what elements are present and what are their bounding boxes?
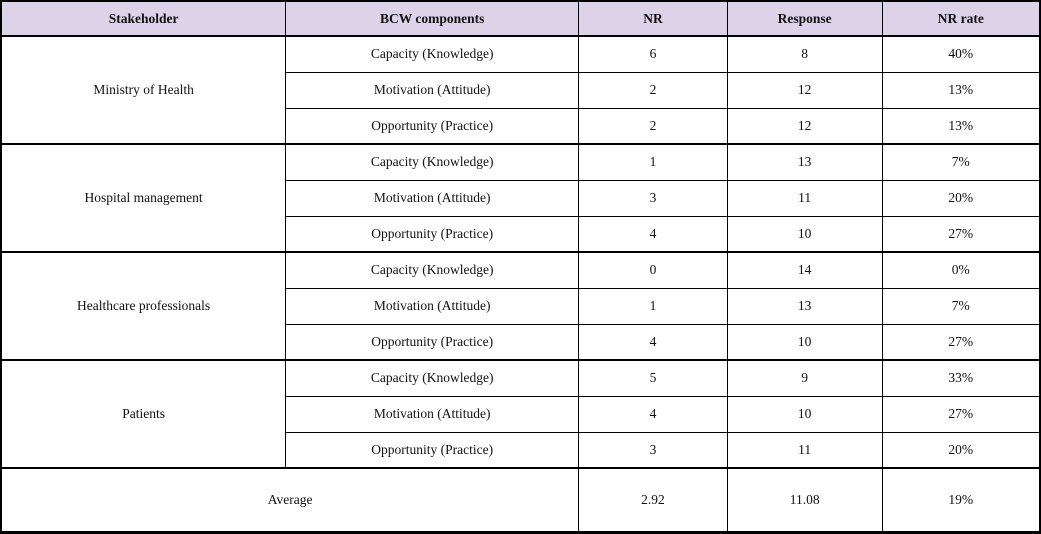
table-row: Opportunity (Practice) 2 12 13% — [1, 107, 1041, 145]
table-row: Healthcare professionals Capacity (Knowle… — [0, 251, 1041, 361]
nr-rate-cell: 7% — [881, 287, 1041, 325]
response-cell: 13 — [726, 287, 883, 325]
table-row: Opportunity (Practice) 4 10 27% — [1, 215, 1041, 253]
nr-rate-cell: 0% — [881, 251, 1041, 289]
bcw-component-cell: Capacity (Knowledge) — [285, 359, 580, 397]
nr-cell: 1 — [578, 287, 728, 325]
nr-cell: 0 — [578, 251, 728, 289]
table-body: Ministry of Health Capacity (Knowledge) 6 8… — [0, 35, 1041, 534]
response-cell: 10 — [726, 323, 883, 361]
nr-cell: 2 — [578, 71, 728, 109]
table-row: Hospital management Capacity (Knowledge) 1… — [0, 143, 1041, 253]
nr-rate-cell: 7% — [881, 143, 1041, 181]
average-nr-rate-cell: 19% — [881, 467, 1041, 534]
nr-rate-cell: 20% — [881, 431, 1041, 469]
bcw-component-cell: Capacity (Knowledge) — [285, 143, 580, 181]
table-header: Stakeholder BCW components NR Response N… — [0, 0, 1041, 37]
table-row: Motivation (Attitude) 4 10 27% — [1, 395, 1041, 433]
nr-rate-cell: 33% — [881, 359, 1041, 397]
response-cell: 11 — [726, 431, 883, 469]
bcw-component-cell: Opportunity (Practice) — [285, 431, 580, 469]
table-row: Ministry of Health Capacity (Knowledge) 6 8… — [0, 35, 1041, 145]
bcw-component-cell: Opportunity (Practice) — [285, 323, 580, 361]
column-header-bcw-components: BCW components — [285, 0, 580, 37]
nr-rate-cell: 20% — [881, 179, 1041, 217]
nr-cell: 5 — [578, 359, 728, 397]
bcw-component-cell: Capacity (Knowledge) — [285, 251, 580, 289]
response-cell: 11 — [726, 179, 883, 217]
nr-cell: 4 — [578, 215, 728, 253]
nr-rate-cell: 13% — [881, 107, 1041, 145]
nr-rate-cell: 27% — [881, 395, 1041, 433]
table-row: Motivation (Attitude) 1 13 7% — [1, 287, 1041, 325]
stakeholder-cell: Patients — [0, 359, 287, 469]
column-header-stakeholder: Stakeholder — [0, 0, 287, 37]
bcw-component-cell: Motivation (Attitude) — [285, 287, 580, 325]
nr-cell: 4 — [578, 395, 728, 433]
average-response-cell: 11.08 — [726, 467, 883, 534]
nr-cell: 3 — [578, 179, 728, 217]
average-label-cell: Average — [0, 467, 580, 534]
bcw-component-cell: Opportunity (Practice) — [285, 215, 580, 253]
response-cell: 12 — [726, 71, 883, 109]
stakeholder-cell: Hospital management — [0, 143, 287, 253]
nr-cell: 1 — [578, 143, 728, 181]
nr-rate-cell: 27% — [881, 323, 1041, 361]
nr-cell: 2 — [578, 107, 728, 145]
response-cell: 14 — [726, 251, 883, 289]
column-header-response: Response — [726, 0, 883, 37]
bcw-component-cell: Opportunity (Practice) — [285, 107, 580, 145]
table-row: Opportunity (Practice) 3 11 20% — [1, 431, 1041, 469]
bcw-component-cell: Motivation (Attitude) — [285, 395, 580, 433]
header-row: Stakeholder BCW components NR Response N… — [0, 0, 1041, 37]
nr-rate-cell: 27% — [881, 215, 1041, 253]
stakeholder-cell: Healthcare professionals — [0, 251, 287, 361]
response-cell: 12 — [726, 107, 883, 145]
nr-cell: 4 — [578, 323, 728, 361]
average-nr-cell: 2.92 — [578, 467, 728, 534]
response-cell: 10 — [726, 395, 883, 433]
response-cell: 10 — [726, 215, 883, 253]
bcw-component-cell: Motivation (Attitude) — [285, 179, 580, 217]
response-cell: 13 — [726, 143, 883, 181]
column-header-nr: NR — [578, 0, 728, 37]
column-header-nr-rate: NR rate — [881, 0, 1041, 37]
nr-cell: 6 — [578, 35, 728, 73]
response-cell: 8 — [726, 35, 883, 73]
table-row: Motivation (Attitude) 3 11 20% — [1, 179, 1041, 217]
bcw-component-cell: Capacity (Knowledge) — [285, 35, 580, 73]
nr-cell: 3 — [578, 431, 728, 469]
average-row: Average 2.92 11.08 19% — [0, 467, 1041, 534]
stakeholder-cell: Ministry of Health — [0, 35, 287, 145]
bcw-component-cell: Motivation (Attitude) — [285, 71, 580, 109]
table-row: Opportunity (Practice) 4 10 27% — [1, 323, 1041, 361]
nr-rate-cell: 13% — [881, 71, 1041, 109]
nr-rate-cell: 40% — [881, 35, 1041, 73]
table-row: Patients Capacity (Knowledge) 5 9 33% — [0, 359, 1041, 469]
response-cell: 9 — [726, 359, 883, 397]
